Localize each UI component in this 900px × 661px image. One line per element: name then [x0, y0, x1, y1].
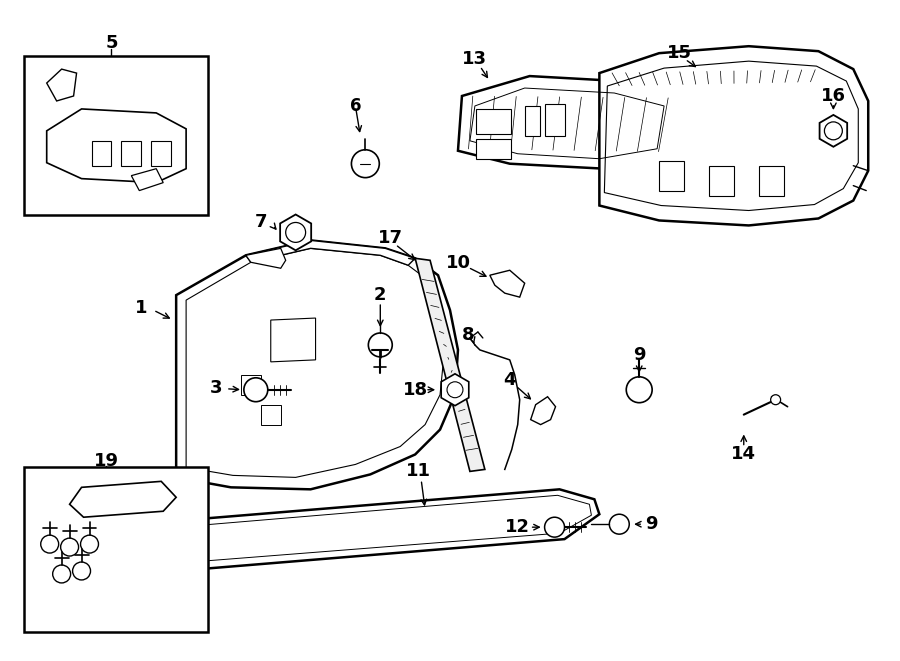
Polygon shape	[458, 76, 679, 169]
Polygon shape	[246, 249, 285, 268]
Polygon shape	[280, 214, 311, 251]
Polygon shape	[69, 481, 176, 517]
Text: 10: 10	[446, 254, 471, 272]
Circle shape	[368, 333, 392, 357]
Text: 13: 13	[463, 50, 488, 68]
Polygon shape	[490, 270, 525, 297]
Bar	[241, 375, 261, 395]
Circle shape	[544, 517, 564, 537]
Circle shape	[447, 382, 463, 398]
Text: 11: 11	[406, 463, 430, 481]
Polygon shape	[531, 397, 555, 424]
Bar	[659, 161, 684, 190]
Polygon shape	[599, 46, 868, 225]
Polygon shape	[47, 109, 186, 182]
Bar	[261, 405, 281, 424]
Text: 8: 8	[462, 326, 474, 344]
Text: 2: 2	[374, 286, 386, 304]
Bar	[476, 139, 510, 159]
Polygon shape	[271, 318, 316, 362]
Circle shape	[609, 514, 629, 534]
Polygon shape	[186, 489, 599, 569]
Text: 7: 7	[255, 214, 267, 231]
Text: 18: 18	[402, 381, 428, 399]
Polygon shape	[820, 115, 847, 147]
Circle shape	[285, 223, 306, 243]
Text: 9: 9	[645, 515, 657, 533]
Text: 5: 5	[105, 34, 118, 52]
Bar	[151, 141, 171, 166]
Bar	[759, 166, 784, 196]
Bar	[476, 109, 510, 134]
Bar	[122, 141, 141, 166]
Text: 4: 4	[503, 371, 516, 389]
Circle shape	[351, 150, 379, 178]
Circle shape	[81, 535, 98, 553]
Polygon shape	[415, 258, 485, 471]
Text: 3: 3	[210, 379, 222, 397]
Text: 9: 9	[633, 346, 645, 364]
Bar	[92, 141, 112, 166]
Polygon shape	[47, 69, 76, 101]
Polygon shape	[441, 374, 469, 406]
Bar	[709, 166, 734, 196]
Text: 15: 15	[667, 44, 691, 62]
Bar	[23, 56, 208, 215]
Circle shape	[626, 377, 652, 403]
Circle shape	[770, 395, 780, 405]
Circle shape	[40, 535, 58, 553]
Text: 1: 1	[135, 299, 148, 317]
Text: 6: 6	[349, 97, 361, 115]
Bar	[23, 467, 208, 632]
Polygon shape	[131, 169, 163, 190]
Circle shape	[244, 378, 268, 402]
Text: 19: 19	[94, 452, 119, 471]
Text: 16: 16	[821, 87, 846, 105]
Text: 14: 14	[732, 446, 756, 463]
Circle shape	[73, 562, 91, 580]
Circle shape	[60, 538, 78, 556]
Bar	[544, 104, 564, 136]
Polygon shape	[246, 241, 415, 265]
Bar	[525, 106, 540, 136]
Polygon shape	[176, 241, 458, 489]
Circle shape	[824, 122, 842, 140]
Text: 17: 17	[378, 229, 403, 247]
Text: 12: 12	[505, 518, 530, 536]
Circle shape	[53, 565, 70, 583]
